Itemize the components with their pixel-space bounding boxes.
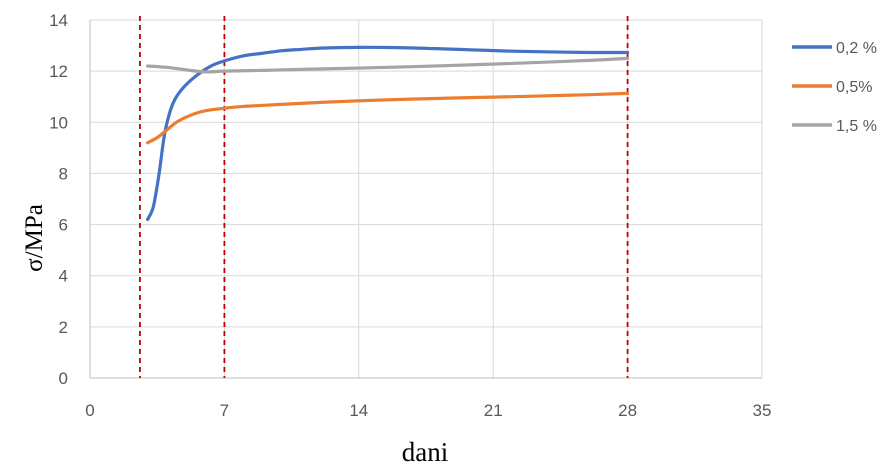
grid-lines xyxy=(90,19,763,378)
axes xyxy=(89,20,762,379)
x-tick-label: 28 xyxy=(618,401,637,420)
y-tick-label: 2 xyxy=(59,318,68,337)
x-tick-label: 35 xyxy=(753,401,772,420)
y-tick-label: 0 xyxy=(59,369,68,388)
y-tick-label: 4 xyxy=(59,267,68,286)
x-tick-label: 14 xyxy=(349,401,368,420)
reference-lines xyxy=(139,16,629,378)
legend: 0,2 % 0,5% 1,5 % xyxy=(792,40,877,135)
y-tick-label: 14 xyxy=(49,11,68,30)
series-line-3 xyxy=(146,56,630,74)
series-line-1 xyxy=(146,45,630,222)
x-tick-label: 0 xyxy=(85,401,94,420)
x-tick-label: 21 xyxy=(484,401,503,420)
x-tick-label: 7 xyxy=(220,401,229,420)
legend-label: 1,5 % xyxy=(836,118,877,135)
legend-label: 0,5% xyxy=(836,79,872,96)
y-tick-label: 8 xyxy=(59,164,68,183)
legend-label: 0,2 % xyxy=(836,40,877,57)
y-tick-label: 6 xyxy=(59,216,68,235)
y-axis-label: σ/MPa xyxy=(21,204,48,272)
series-lines xyxy=(146,45,630,222)
tick-labels: 0 2 4 6 8 10 12 14 0 7 14 21 28 35 xyxy=(49,11,771,420)
series-line-2 xyxy=(146,91,630,145)
y-tick-label: 12 xyxy=(49,62,68,81)
x-axis-label: dani xyxy=(402,437,449,467)
y-tick-label: 10 xyxy=(49,113,68,132)
